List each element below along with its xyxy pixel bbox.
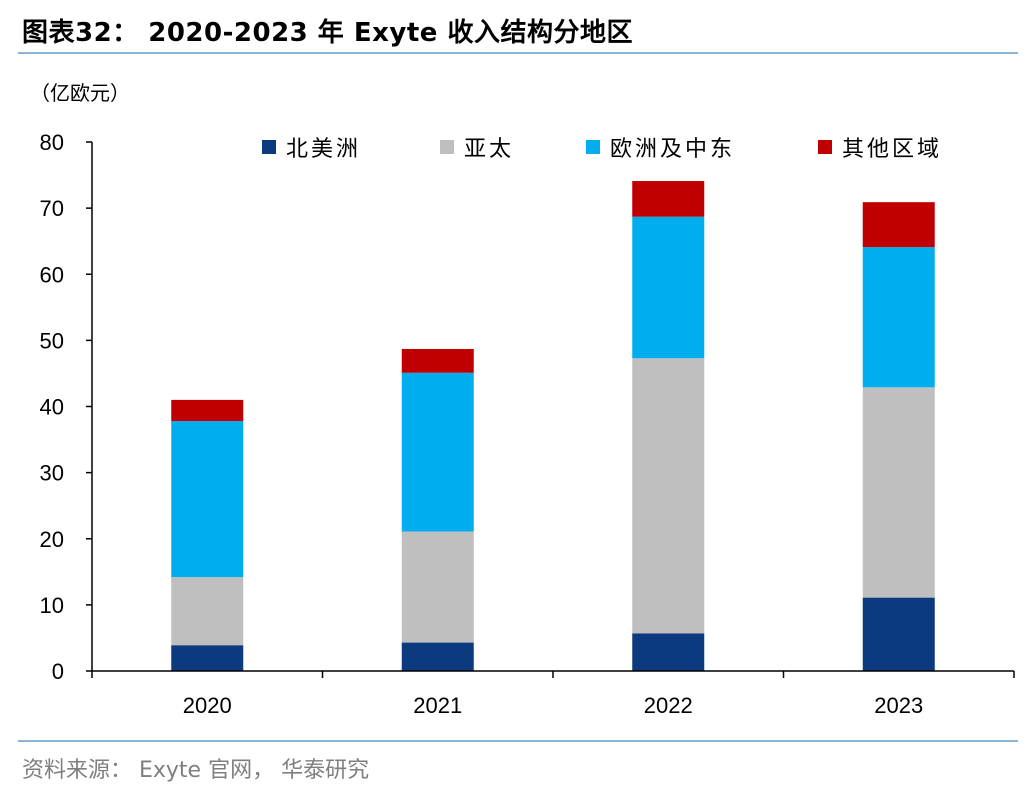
- bar-segment-2020-s3: [171, 399, 244, 422]
- y-tick-label: 80: [40, 130, 64, 155]
- legend: 北美洲 亚太 欧洲及中东 其他区域: [262, 137, 942, 162]
- legend-swatch: [440, 140, 454, 154]
- bar-segment-2023-s0: [862, 597, 935, 671]
- bar-segment-2023-s3: [862, 202, 935, 248]
- bar-segment-2020-s1: [171, 577, 244, 646]
- y-axis-unit-label: （亿欧元）: [30, 81, 130, 105]
- legend-label: 欧洲及中东: [610, 137, 735, 162]
- y-axis: 0 10 20 30 40 50 60 70 80: [40, 130, 93, 684]
- bar-segment-2020-s0: [171, 645, 244, 671]
- legend-swatch: [818, 140, 832, 154]
- y-tick-label: 20: [40, 527, 64, 552]
- bar-segment-2021-s0: [401, 642, 474, 671]
- bar-segment-2021-s2: [401, 372, 474, 532]
- bar-segment-2022-s0: [632, 633, 705, 671]
- y-tick-label: 10: [40, 593, 64, 618]
- bar-segment-2021-s3: [401, 348, 474, 373]
- x-tick-label: 2021: [413, 693, 462, 718]
- legend-label: 其他区域: [842, 137, 942, 162]
- bar-segment-2020-s2: [171, 421, 244, 578]
- bar-segment-2021-s1: [401, 531, 474, 643]
- x-tick-label: 2020: [183, 693, 232, 718]
- legend-swatch: [262, 140, 276, 154]
- legend-label: 北美洲: [286, 137, 361, 162]
- y-tick-label: 30: [40, 461, 64, 486]
- bottom-rule: [18, 740, 1018, 742]
- y-tick-label: 70: [40, 196, 64, 221]
- y-tick-label: 0: [52, 659, 64, 684]
- bar-segment-2022-s1: [632, 358, 705, 634]
- bar-segment-2022-s2: [632, 216, 705, 359]
- bar-segment-2023-s1: [862, 387, 935, 598]
- chart-title: 图表32： 2020-2023 年 Exyte 收入结构分地区: [22, 18, 633, 48]
- legend-swatch: [586, 140, 600, 154]
- x-axis: 2020 2021 2022 2023: [91, 670, 1015, 718]
- bar-segment-2023-s2: [862, 247, 935, 388]
- source-note: 资料来源： Exyte 官网， 华泰研究: [22, 758, 370, 783]
- y-tick-label: 50: [40, 328, 64, 353]
- bars: [171, 181, 935, 671]
- bar-segment-2022-s3: [632, 181, 705, 217]
- y-tick-label: 40: [40, 395, 64, 420]
- y-tick-label: 60: [40, 262, 64, 287]
- legend-label: 亚太: [464, 137, 514, 162]
- x-tick-label: 2022: [644, 693, 693, 718]
- x-tick-label: 2023: [874, 693, 923, 718]
- top-rule: [18, 52, 1018, 54]
